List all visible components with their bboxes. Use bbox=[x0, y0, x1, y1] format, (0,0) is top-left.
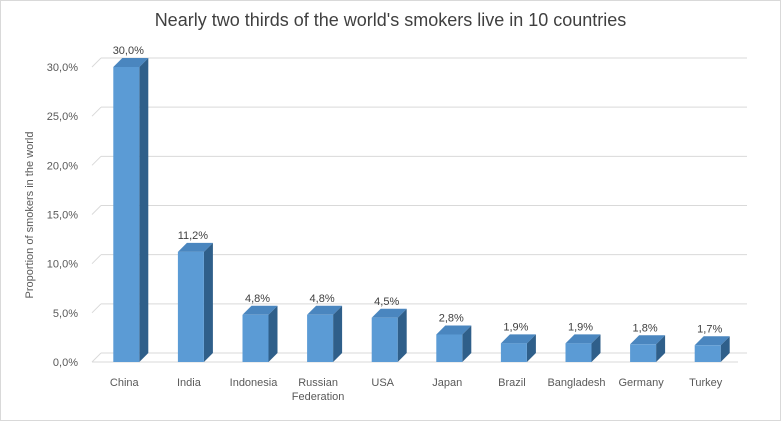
gridline-diagonal bbox=[91, 303, 102, 314]
x-tick-label: Turkey bbox=[689, 377, 723, 389]
bar bbox=[307, 314, 334, 362]
data-label: 1,9% bbox=[568, 321, 593, 333]
bar bbox=[371, 317, 398, 362]
bar-top bbox=[500, 334, 536, 344]
gridline-diagonal bbox=[91, 57, 102, 68]
chart-title: Nearly two thirds of the world's smokers… bbox=[154, 10, 627, 30]
x-tick-label: India bbox=[177, 377, 202, 389]
y-tick-label: 15,0% bbox=[47, 210, 78, 222]
bar bbox=[500, 343, 527, 362]
data-label: 1,9% bbox=[503, 321, 528, 333]
bar-top bbox=[371, 308, 407, 318]
x-tick-label: Bangladesh bbox=[547, 377, 605, 389]
data-label: 4,8% bbox=[310, 293, 335, 305]
x-tick-label: Japan bbox=[432, 377, 462, 389]
y-tick-label: 25,0% bbox=[47, 111, 78, 123]
bar-side bbox=[268, 305, 278, 362]
bar-top bbox=[307, 305, 343, 315]
x-tick-label: Russian Federation bbox=[292, 377, 345, 403]
x-tick-label: Indonesia bbox=[230, 377, 279, 389]
bar-side bbox=[397, 308, 407, 362]
gridline-diagonal bbox=[91, 155, 102, 166]
bar-top bbox=[694, 336, 730, 346]
y-tick-label: 0,0% bbox=[53, 357, 78, 369]
bar-top bbox=[436, 325, 472, 335]
data-label: 11,2% bbox=[178, 230, 209, 242]
y-tick-label: 30,0% bbox=[47, 62, 78, 74]
x-tick-label: China bbox=[110, 377, 140, 389]
data-label: 4,5% bbox=[374, 296, 399, 308]
x-tick-label: Germany bbox=[618, 377, 664, 389]
bar bbox=[630, 344, 657, 362]
bar bbox=[436, 334, 463, 362]
gridline-diagonal bbox=[91, 254, 102, 265]
bar-side bbox=[139, 58, 149, 362]
bar bbox=[694, 345, 721, 362]
bar-top bbox=[630, 335, 666, 345]
bar-top bbox=[242, 305, 278, 315]
bar bbox=[565, 343, 592, 362]
y-tick-label: 10,0% bbox=[47, 259, 78, 271]
bar-side bbox=[720, 336, 730, 362]
bar-side bbox=[333, 305, 343, 362]
bar-side bbox=[591, 334, 601, 362]
gridline-diagonal bbox=[91, 352, 102, 363]
data-label: 30,0% bbox=[113, 45, 144, 57]
x-tick-label: USA bbox=[371, 377, 394, 389]
bar-side bbox=[526, 334, 536, 362]
bar bbox=[177, 251, 204, 362]
x-tick-label: Brazil bbox=[498, 377, 526, 389]
y-tick-label: 5,0% bbox=[53, 308, 78, 320]
bar-top bbox=[565, 334, 601, 344]
bar bbox=[242, 314, 269, 362]
bar-side bbox=[462, 325, 472, 362]
bar-side bbox=[203, 242, 213, 362]
data-label: 4,8% bbox=[245, 293, 270, 305]
bar-top bbox=[177, 242, 213, 252]
bar-top bbox=[113, 58, 149, 67]
data-label: 2,8% bbox=[439, 312, 464, 324]
gridline-diagonal bbox=[91, 106, 102, 117]
data-label: 1,8% bbox=[633, 322, 658, 334]
y-tick-label: 20,0% bbox=[47, 160, 78, 172]
data-label: 1,7% bbox=[697, 323, 722, 335]
bar bbox=[113, 67, 140, 362]
bar-side bbox=[656, 335, 666, 362]
gridline-diagonal bbox=[91, 205, 102, 215]
